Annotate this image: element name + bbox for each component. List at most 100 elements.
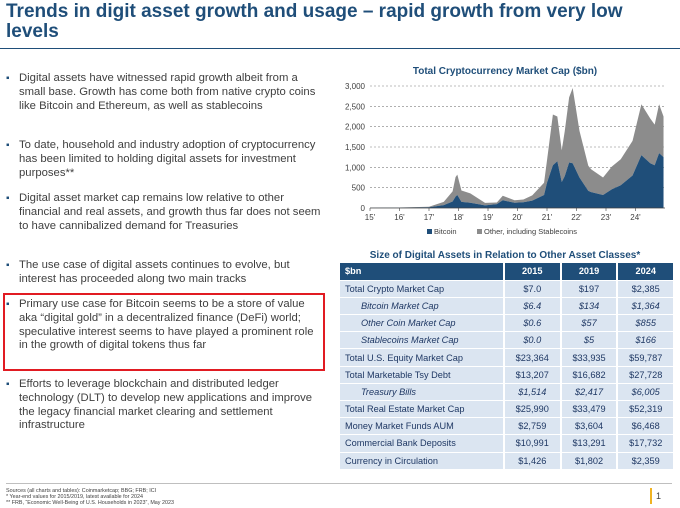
- bullet-marker-icon: ▪: [6, 379, 10, 390]
- y-tick-label: 3,000: [345, 82, 366, 91]
- table-row: Total Crypto Market Cap $7.0 $197 $2,385: [340, 280, 673, 298]
- table-row: Currency in Circulation $1,426 $1,802 $2,35…: [340, 452, 673, 470]
- y-tick-label: 1,500: [345, 143, 366, 152]
- table-cell: $3,604: [559, 417, 618, 436]
- table-row: Treasury Bills $1,514 $2,417 $6,005: [340, 383, 673, 402]
- table-cell: $0.0: [502, 331, 561, 350]
- table-cell: $25,990: [502, 400, 561, 419]
- table-cell: $33,479: [559, 400, 618, 419]
- table-cell: $33,935: [559, 348, 618, 367]
- legend-swatch: [477, 229, 482, 234]
- footnote-sources: Sources (all charts and tables): Coinmar…: [6, 488, 157, 494]
- table-cell: $6,468: [616, 417, 673, 436]
- y-tick-label: 2,000: [345, 123, 366, 132]
- table-row-label: Money Market Funds AUM: [340, 417, 504, 436]
- table-row-label: Other Coin Market Cap: [340, 314, 504, 333]
- table-cell: $855: [616, 314, 673, 333]
- table-row: Total U.S. Equity Market Cap $23,364 $33,9…: [340, 348, 673, 367]
- y-tick-label: 500: [352, 184, 366, 193]
- table-row: Stablecoins Market Cap $0.0 $5 $166: [340, 331, 673, 350]
- table-row-label: Bitcoin Market Cap: [340, 297, 504, 316]
- table-row-label: Total Marketable Tsy Debt: [340, 366, 504, 384]
- legend-label: Other, including Stablecoins: [484, 227, 577, 236]
- table-cell: $13,291: [559, 434, 618, 453]
- table-cell: $2,385: [616, 280, 673, 298]
- y-tick-label: 0: [361, 204, 366, 213]
- table-row-label: Commercial Bank Deposits: [340, 434, 504, 453]
- x-tick-label: 23': [601, 213, 612, 222]
- footnote-frb: ** FRB, “Economic Well-Being of U.S. Hou…: [6, 500, 174, 506]
- bullet-item: ▪ Digital assets have witnessed rapid gr…: [6, 72, 322, 113]
- bullet-marker-icon: ▪: [6, 260, 10, 271]
- x-tick-label: 16': [394, 213, 405, 222]
- title-divider: [0, 48, 680, 49]
- bullet-marker-icon: ▪: [6, 299, 10, 310]
- market-cap-chart: 0 500 1,000 1,500 2,000 2,500 3,000 15' 16' 17' 18…: [345, 82, 665, 236]
- table-header-cell: $bn: [340, 263, 504, 281]
- area-series-other: [370, 88, 664, 208]
- table-row-label: Stablecoins Market Cap: [340, 331, 504, 350]
- table-cell: $0.6: [502, 314, 561, 333]
- bullet-item: ▪ To date, household and industry adopti…: [6, 139, 322, 180]
- table-cell: $16,682: [559, 366, 618, 384]
- x-tick-label: 21': [542, 213, 553, 222]
- table-cell: $17,732: [616, 434, 673, 453]
- footnote-year-end: * Year-end values for 2015/2019, latest …: [6, 494, 143, 500]
- legend-label: Bitcoin: [434, 227, 457, 236]
- page-title: Trends in digit asset growth and usage –…: [6, 1, 623, 42]
- bullet-text: The use case of digital assets continues…: [19, 259, 290, 285]
- table-cell: $10,991: [502, 434, 561, 453]
- table-cell: $1,426: [502, 452, 561, 470]
- table-cell: $166: [616, 331, 673, 350]
- table-cell: $13,207: [502, 366, 561, 384]
- table-body: Total Crypto Market Cap $7.0 $197 $2,385 Bit…: [340, 280, 673, 470]
- x-tick-label: 20': [512, 213, 523, 222]
- asset-size-table: $bn 2015 2019 2024 Total Crypto Market C…: [340, 263, 673, 470]
- x-tick-label: 18': [453, 213, 464, 222]
- bullet-item: ▪ The use case of digital assets continu…: [6, 259, 322, 287]
- bullet-item-highlighted: ▪ Primary use case for Bitcoin seems to …: [6, 298, 322, 353]
- table-row: Total Real Estate Market Cap $25,990 $33,4…: [340, 400, 673, 419]
- table-cell: $2,417: [559, 383, 618, 402]
- bullet-text: Efforts to leverage blockchain and distr…: [19, 378, 313, 432]
- table-row-label: Currency in Circulation: [340, 452, 504, 470]
- table-row: Other Coin Market Cap $0.6 $57 $855: [340, 314, 673, 333]
- x-tick-label: 19': [483, 213, 494, 222]
- table-cell: $5: [559, 331, 618, 350]
- table-cell: $6,005: [616, 383, 673, 402]
- x-tick-label: 17': [424, 213, 435, 222]
- bullet-marker-icon: ▪: [6, 73, 10, 84]
- table-header-cell: 2019: [559, 263, 618, 281]
- table-cell: $23,364: [502, 348, 561, 367]
- legend-swatch: [427, 229, 432, 234]
- bullet-text: Digital assets have witnessed rapid grow…: [19, 72, 316, 112]
- table-cell: $1,802: [559, 452, 618, 470]
- x-tick-label: 15': [365, 213, 376, 222]
- table-header-row: $bn 2015 2019 2024: [340, 263, 673, 281]
- table-cell: $59,787: [616, 348, 673, 367]
- table-cell: $7.0: [502, 280, 561, 298]
- highlight-box: [3, 293, 325, 371]
- table-cell: $57: [559, 314, 618, 333]
- table-row-label: Total Crypto Market Cap: [340, 280, 504, 298]
- table-row: Money Market Funds AUM $2,759 $3,604 $6,468: [340, 417, 673, 436]
- bullet-text: Digital asset market cap remains low rel…: [19, 192, 321, 232]
- bullet-item: ▪ Efforts to leverage blockchain and dis…: [6, 378, 322, 433]
- table-cell: $1,514: [502, 383, 561, 402]
- table-cell: $2,359: [616, 452, 673, 470]
- table-row-label: Total U.S. Equity Market Cap: [340, 348, 504, 367]
- table-row: Bitcoin Market Cap $6.4 $134 $1,364: [340, 297, 673, 316]
- bullet-text: To date, household and industry adoption…: [19, 139, 316, 179]
- table-row: Total Marketable Tsy Debt $13,207 $16,682 $…: [340, 366, 673, 384]
- bullet-marker-icon: ▪: [6, 193, 10, 204]
- table-cell: $197: [559, 280, 618, 298]
- table-cell: $2,759: [502, 417, 561, 436]
- bullet-item: ▪ Digital asset market cap remains low r…: [6, 192, 322, 233]
- table-row-label: Total Real Estate Market Cap: [340, 400, 504, 419]
- footer-divider: [6, 483, 672, 484]
- bullet-text: Primary use case for Bitcoin seems to be…: [19, 298, 314, 352]
- page-accent-bar: [650, 488, 652, 504]
- table-cell: $134: [559, 297, 618, 316]
- table-title: Size of Digital Assets in Relation to Ot…: [369, 250, 641, 261]
- table-cell: $27,728: [616, 366, 673, 384]
